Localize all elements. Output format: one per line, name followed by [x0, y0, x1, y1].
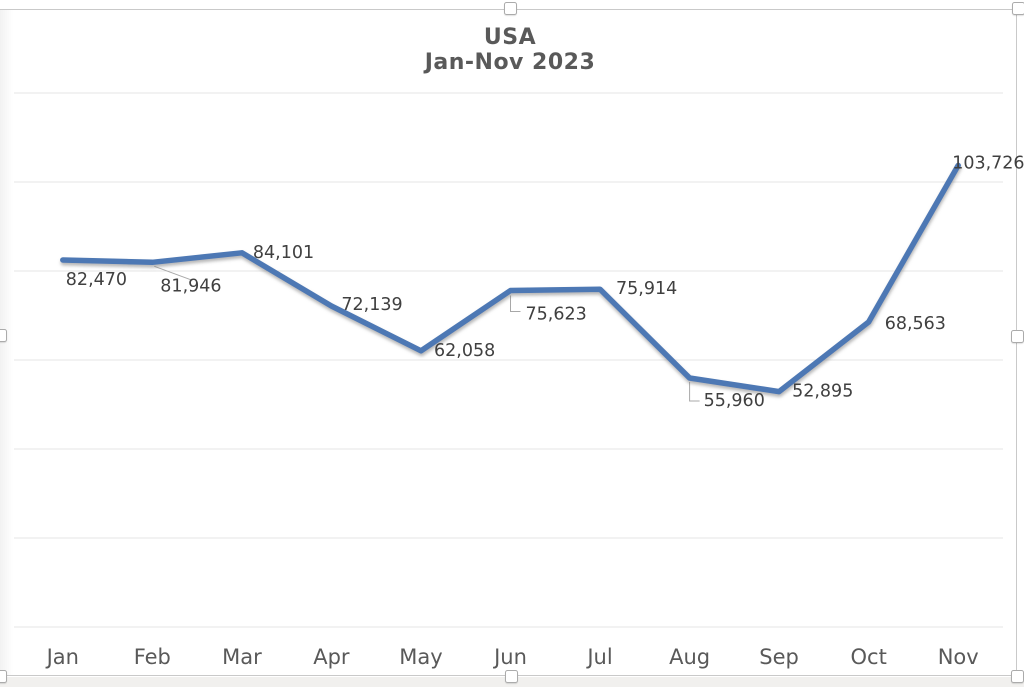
selection-handle-top-center[interactable]	[504, 2, 517, 15]
chart-title-line-2: Jan-Nov 2023	[424, 50, 596, 75]
category-label-apr: Apr	[313, 645, 350, 669]
category-label-jul: Jul	[585, 645, 612, 669]
data-label-feb: 81,946	[160, 276, 221, 296]
selection-handle-bottom-left[interactable]	[0, 670, 7, 683]
data-label-oct: 68,563	[885, 314, 946, 334]
category-label-sep: Sep	[759, 645, 799, 669]
data-label-apr: 72,139	[341, 295, 402, 315]
category-axis-labels: Jan Feb Mar Apr May Jun Jul Aug Sep Oct Nov	[45, 645, 979, 669]
data-label-mar: 84,101	[253, 243, 314, 263]
selection-handle-left-middle[interactable]	[0, 329, 7, 342]
selection-handle-bottom-right[interactable]	[1011, 670, 1024, 683]
chart-frame-border	[0, 9, 1017, 676]
category-label-may: May	[399, 645, 442, 669]
data-labels: 82,470 81,946 84,101 72,139 62,058 75,623 75,9…	[66, 153, 1024, 411]
chart-title-line-1: USA	[483, 25, 537, 50]
leader-line	[689, 381, 700, 402]
horizontal-gridlines	[14, 92, 1003, 628]
data-label-leader-lines	[154, 265, 700, 402]
data-label-jun: 75,623	[526, 305, 587, 325]
selection-handle-right-middle[interactable]	[1011, 330, 1024, 343]
data-label-aug: 55,960	[704, 391, 765, 411]
category-label-feb: Feb	[134, 645, 171, 669]
category-label-oct: Oct	[851, 645, 887, 669]
category-label-aug: Aug	[669, 645, 710, 669]
data-label-may: 62,058	[434, 341, 495, 361]
leader-line	[510, 295, 521, 312]
category-label-jun: Jun	[492, 645, 527, 669]
data-label-nov: 103,726	[952, 153, 1024, 173]
data-label-jan: 82,470	[66, 270, 127, 290]
data-label-jul: 75,914	[616, 279, 677, 299]
selection-handle-top-right[interactable]	[1012, 2, 1024, 15]
category-label-mar: Mar	[222, 645, 262, 669]
leader-line	[154, 265, 193, 281]
selection-handle-bottom-center[interactable]	[505, 670, 518, 683]
category-label-nov: Nov	[938, 645, 979, 669]
category-label-jan: Jan	[45, 645, 79, 669]
series-line-usa[interactable]	[60, 162, 961, 395]
data-series-line[interactable]	[60, 162, 961, 395]
chart-title[interactable]: USA Jan-Nov 2023	[210, 25, 810, 75]
data-label-sep: 52,895	[792, 382, 853, 402]
